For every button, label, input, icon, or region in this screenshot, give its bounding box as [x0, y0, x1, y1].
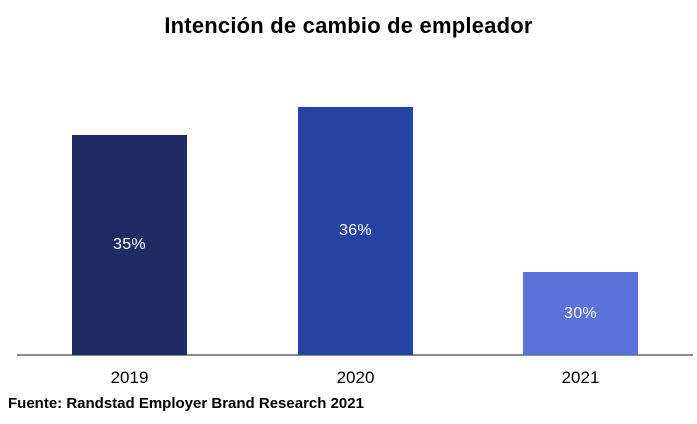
x-tick-label-2019: 2019 — [110, 368, 149, 387]
bar-value-label: 35% — [113, 236, 146, 253]
bar-2020: 36% — [298, 107, 413, 355]
bar-2019: 35% — [72, 135, 187, 355]
x-axis-line — [17, 354, 693, 356]
x-tick-label-2020: 2020 — [336, 368, 375, 387]
bar-value-label: 36% — [339, 222, 372, 239]
chart-title: Intención de cambio de empleador — [164, 13, 533, 38]
x-tick-label-2021: 2021 — [561, 368, 600, 387]
source-note: Fuente: Randstad Employer Brand Research… — [8, 395, 364, 412]
bar-2021: 30% — [523, 272, 638, 355]
bar-value-label: 30% — [564, 304, 597, 322]
